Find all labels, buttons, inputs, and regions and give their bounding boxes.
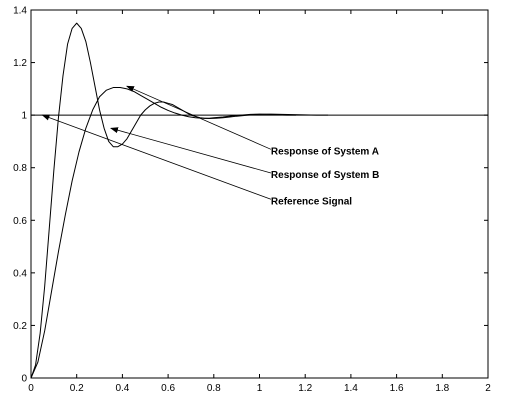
x-tick-label: 1.8	[435, 383, 449, 394]
annotation-arrow	[41, 114, 272, 200]
plot-frame	[30, 9, 489, 379]
x-tick-label: 0.8	[207, 383, 221, 394]
annotation-label: Response of System B	[271, 170, 379, 181]
annotation-arrow	[126, 85, 272, 150]
x-tick-label: 0.6	[161, 383, 175, 394]
annotation-layer: Response of System A Response of System B…	[41, 85, 379, 208]
annotation-label: Reference Signal	[271, 197, 352, 208]
x-tick-label: 0	[28, 383, 34, 394]
y-tick-label: 0	[21, 374, 27, 385]
x-tick-label: 2	[485, 383, 491, 394]
y-tick-label: 1.4	[13, 6, 27, 17]
y-tick-label: 0.8	[13, 163, 27, 174]
annotation-label: Response of System A	[271, 147, 379, 158]
x-axis: 0 0.2 0.4 0.6 0.8 1 1.2 1.4 1.6 1.8 2	[28, 10, 491, 394]
y-tick-label: 0.2	[13, 321, 27, 332]
y-tick-label: 1	[21, 111, 27, 122]
y-axis: 0 0.2 0.4 0.6 0.8 1 1.2 1.4	[13, 6, 488, 385]
x-tick-label: 1.4	[344, 383, 358, 394]
x-tick-label: 0.4	[115, 383, 129, 394]
y-tick-label: 1.2	[13, 58, 27, 69]
y-tick-label: 0.6	[13, 216, 27, 227]
y-tick-label: 0.4	[13, 268, 27, 279]
x-tick-label: 1.6	[390, 383, 404, 394]
x-tick-label: 0.2	[70, 383, 84, 394]
annotation-arrow	[110, 127, 272, 174]
x-tick-label: 1	[257, 383, 263, 394]
x-tick-label: 1.2	[298, 383, 312, 394]
series-line-response-of-system-a	[30, 22, 297, 379]
series-line-response-of-system-b	[30, 87, 329, 379]
series-layer	[30, 22, 488, 379]
